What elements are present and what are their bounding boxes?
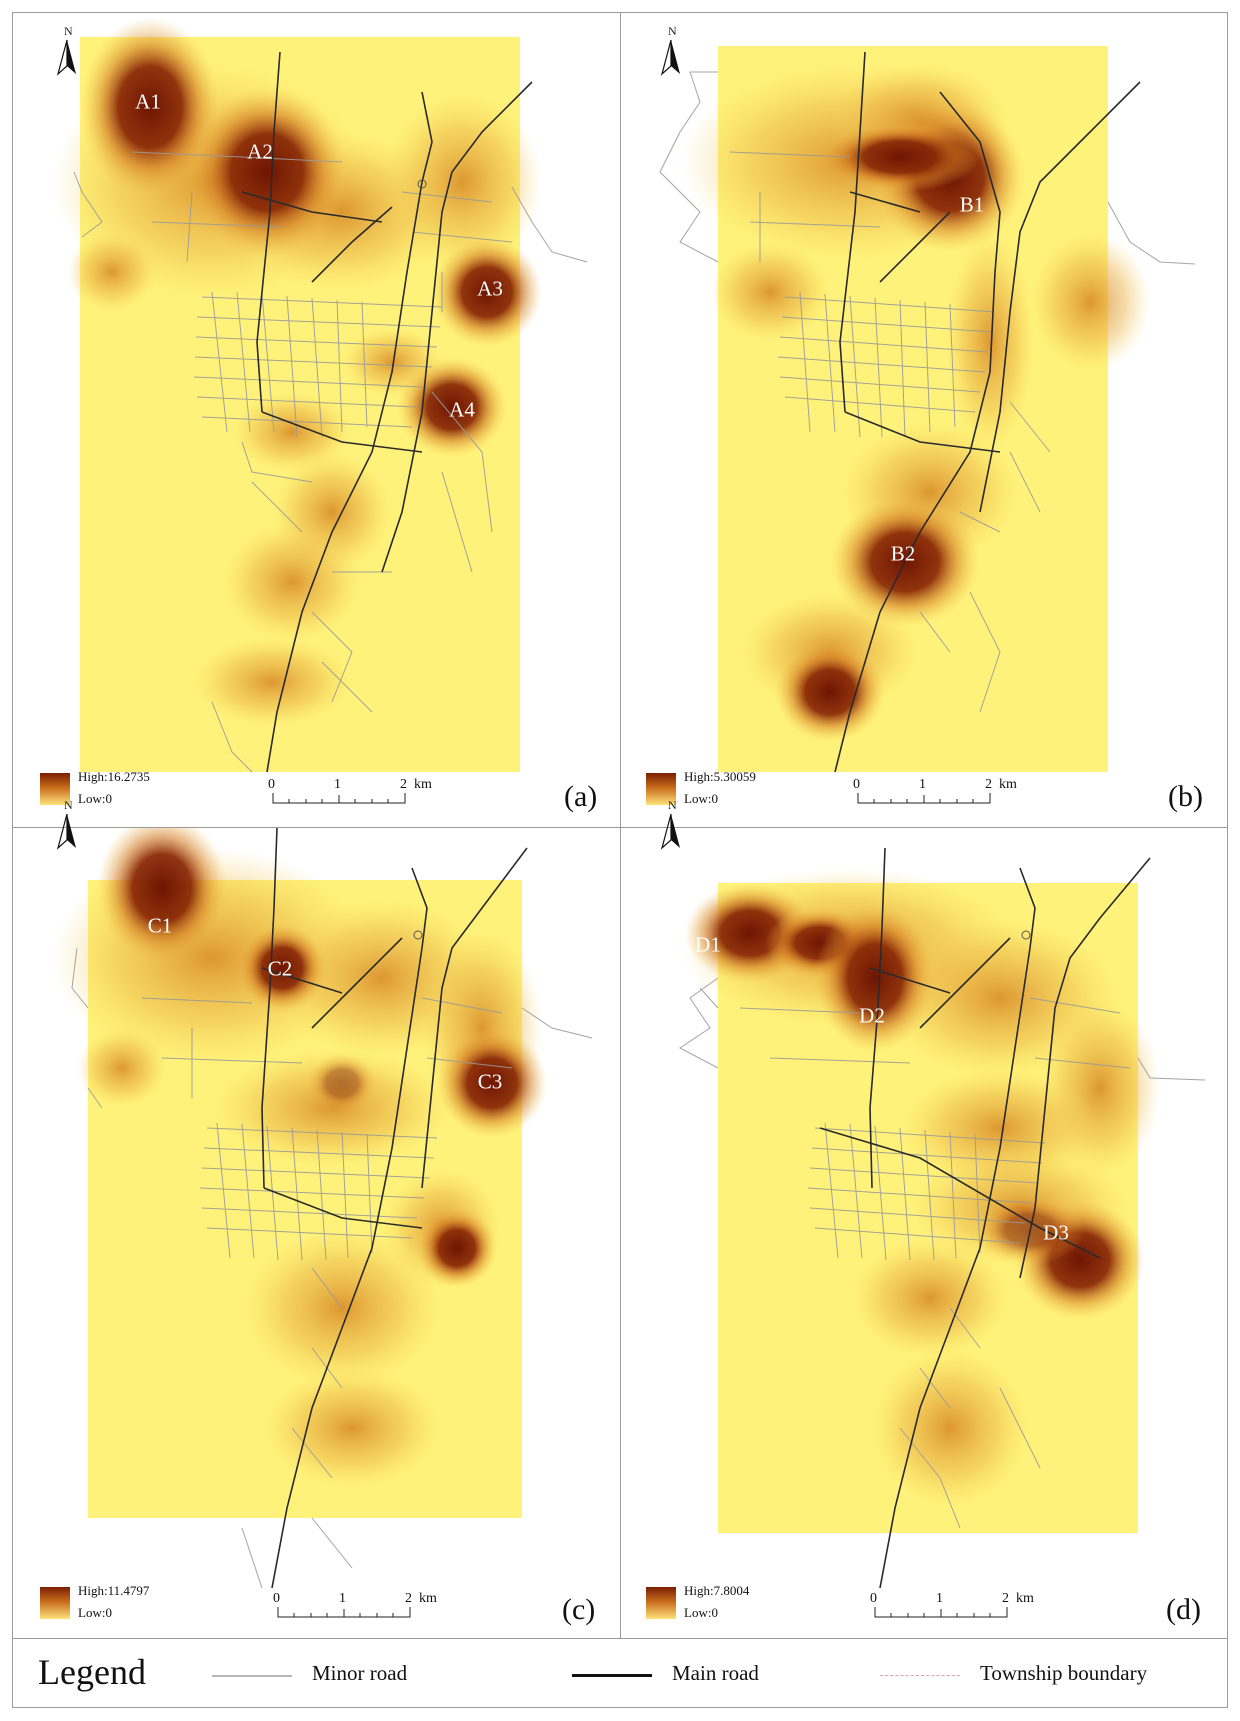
panel-label-c: (c): [562, 1593, 596, 1626]
legend-item-township-boundary: Township boundary: [880, 1661, 1220, 1691]
hotspot-label-a2: A2: [247, 139, 273, 164]
legend-label-minor-road: Minor road: [312, 1661, 408, 1685]
hotspot-label-c3: C3: [477, 1069, 503, 1094]
scale-tick-1: 1: [334, 777, 341, 792]
heatmap-d: [679, 847, 1206, 1589]
legend-item-main-road: Main road: [572, 1661, 872, 1691]
scale-tick-0: 0: [853, 777, 860, 792]
density-color-ramp: [646, 1587, 676, 1619]
panel-label-a: (a): [564, 780, 598, 813]
hotspot-label-b2: B2: [890, 541, 916, 566]
scale-tick-2: 2: [985, 777, 992, 792]
scale-tick-1: 1: [919, 777, 926, 792]
hotspot-label-a3: A3: [477, 276, 503, 301]
scale-tick-2: 2: [405, 1591, 412, 1606]
scale-tick-2: 2: [1002, 1591, 1009, 1606]
hotspot-label-d2: D2: [859, 1003, 885, 1028]
legend-label-main-road: Main road: [672, 1661, 759, 1685]
legend-low-value: Low:0: [684, 791, 718, 806]
map-panel-d: N D1 D2 D3 High:7.8004 Low:0 0 1 2 km (d…: [620, 798, 1228, 1643]
legend-label-township-boundary: Township boundary: [980, 1661, 1148, 1685]
scale-unit: km: [1016, 1591, 1034, 1606]
scale-bar-a: 0 1 2 km: [268, 777, 442, 817]
panel-divider-vertical: [620, 12, 621, 1638]
density-color-ramp: [646, 773, 676, 805]
panel-divider-horizontal: [12, 827, 1228, 828]
legend-low-value: Low:0: [684, 1605, 718, 1620]
legend-high-value: High:7.8004: [684, 1583, 750, 1598]
legend-divider: [12, 1638, 1228, 1639]
map-panel-c: N C1 C2 C3 High:11.4797 Low:0 0 1 2 km (…: [12, 798, 620, 1643]
scale-bar-b: 0 1 2 km: [853, 777, 1027, 817]
north-label: N: [64, 24, 73, 38]
density-color-ramp: [40, 773, 70, 805]
legend-high-value: High:5.30059: [684, 769, 756, 784]
scale-bar-graphic: [874, 1607, 1008, 1618]
scale-tick-0: 0: [273, 1591, 280, 1606]
legend-low-value: Low:0: [78, 1605, 112, 1620]
scale-unit: km: [414, 777, 432, 792]
map-legend: Legend Minor road Main road Township bou…: [12, 1639, 1228, 1708]
north-label: N: [64, 798, 73, 812]
scale-tick-2: 2: [400, 777, 407, 792]
scale-bar-graphic: [857, 793, 991, 804]
density-legend-b: High:5.30059 Low:0: [646, 769, 786, 809]
legend-low-value: Low:0: [78, 791, 112, 806]
hotspot-label-c2: C2: [267, 956, 293, 981]
minor-road-line-icon: [212, 1675, 292, 1677]
density-legend-a: High:16.2735 Low:0: [40, 769, 180, 809]
scale-unit: km: [419, 1591, 437, 1606]
density-color-ramp: [40, 1587, 70, 1619]
north-arrow-icon: [660, 813, 680, 850]
hotspot-label-d1: D1: [695, 932, 721, 957]
scale-tick-1: 1: [339, 1591, 346, 1606]
hotspot-label-a1: A1: [135, 89, 161, 114]
density-legend-c: High:11.4797 Low:0: [40, 1583, 180, 1623]
panel-label-d: (d): [1166, 1593, 1201, 1626]
legend-title: Legend: [38, 1652, 146, 1692]
density-legend-d: High:7.8004 Low:0: [646, 1583, 786, 1623]
legend-high-value: High:16.2735: [78, 769, 150, 784]
map-panel-a: N A1 A2 A3 A4 High:16.2735 Low:0 0 1 2 k…: [12, 12, 620, 827]
heatmap-c: [52, 828, 593, 1589]
scale-tick-1: 1: [936, 1591, 943, 1606]
scale-bar-c: 0 1 2 km: [273, 1591, 447, 1631]
scale-tick-0: 0: [870, 1591, 877, 1606]
heatmap-b: [659, 46, 1196, 773]
hotspot-label-c1: C1: [147, 913, 173, 938]
main-road-line-icon: [572, 1674, 652, 1677]
scale-bar-d: 0 1 2 km: [870, 1591, 1044, 1631]
scale-bar-graphic: [272, 793, 406, 804]
north-arrow-icon: [56, 813, 76, 850]
map-panel-b: N B1 B2 High:5.30059 Low:0 0 1 2 km (b): [620, 12, 1228, 827]
north-label: N: [668, 24, 677, 38]
hotspot-label-d3: D3: [1043, 1220, 1069, 1245]
township-boundary-line-icon: [880, 1675, 960, 1676]
north-label: N: [668, 798, 677, 812]
panel-label-b: (b): [1168, 780, 1203, 813]
north-arrow-icon: [660, 39, 680, 76]
hotspot-label-b1: B1: [959, 192, 985, 217]
legend-high-value: High:11.4797: [78, 1583, 150, 1598]
scale-bar-graphic: [277, 1607, 411, 1618]
north-arrow-icon: [56, 39, 76, 76]
heatmap-a: [52, 17, 588, 773]
scale-tick-0: 0: [268, 777, 275, 792]
hotspot-label-a4: A4: [449, 397, 475, 422]
scale-unit: km: [999, 777, 1017, 792]
legend-item-minor-road: Minor road: [212, 1661, 512, 1691]
